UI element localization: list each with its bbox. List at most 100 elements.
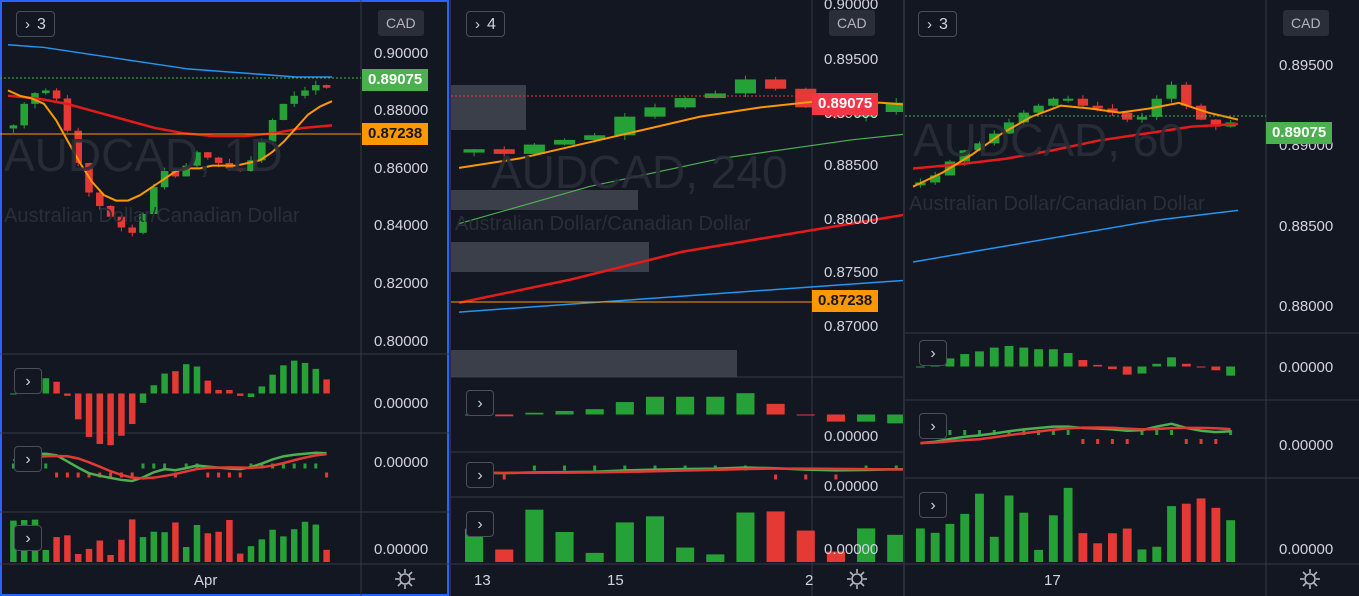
osc-bar	[314, 463, 318, 469]
candle-body	[204, 152, 212, 158]
last-price-tag: 0.89075	[812, 93, 879, 115]
ma-blue-line	[7, 43, 332, 78]
expand-indicator-button[interactable]: ›	[919, 340, 947, 366]
expand-indicator-button[interactable]: ›	[919, 413, 947, 439]
candle-body	[1195, 105, 1207, 120]
indicator-lines	[912, 101, 1239, 263]
chart-pane-2[interactable]: AUDCAD, 240 Australian Dollar/Canadian D…	[451, 0, 903, 596]
currency-label[interactable]: CAD	[378, 10, 424, 36]
candle-body	[63, 98, 72, 131]
y-tick: 0.88000	[824, 211, 879, 228]
candle-body	[463, 149, 485, 153]
volume-bar	[1167, 506, 1176, 562]
candle-body	[674, 98, 696, 108]
osc-bar	[894, 465, 898, 471]
osc-bar	[623, 465, 627, 471]
momentum-bar	[85, 393, 93, 437]
momentum-bar	[128, 393, 136, 425]
candle-body	[9, 125, 18, 129]
momentum-bar	[945, 358, 955, 367]
expand-indicator-button[interactable]: ›	[466, 511, 494, 537]
watermark-sub: Australian Dollar/Canadian Dollar	[455, 213, 751, 235]
sub-value: 0.00000	[824, 541, 879, 558]
gear-icon[interactable]	[1298, 567, 1322, 591]
volume-bar	[258, 539, 266, 562]
volume-bar	[555, 532, 574, 562]
volume-bar	[465, 528, 484, 562]
momentum-bar	[585, 409, 604, 415]
pane-divider[interactable]	[903, 0, 905, 596]
momentum-bar	[676, 396, 695, 415]
osc-bar	[65, 472, 69, 478]
expand-indicator-button[interactable]: ›	[919, 492, 947, 518]
candle-body	[128, 227, 136, 233]
volume-bar	[930, 532, 940, 562]
volume-bar	[312, 524, 320, 562]
expand-indicator-button[interactable]: ›	[466, 390, 494, 416]
chevron-right-icon: ›	[930, 497, 936, 514]
candle-body	[1092, 105, 1103, 109]
volume-bar	[915, 528, 925, 562]
gear-icon[interactable]	[393, 567, 417, 591]
osc-bar	[1184, 439, 1188, 444]
volume-bar	[182, 546, 190, 562]
gear-icon[interactable]	[845, 567, 869, 591]
momentum-bar	[42, 378, 50, 394]
momentum-bar	[204, 380, 212, 394]
volume-bar	[1108, 533, 1117, 562]
momentum-bar	[139, 393, 147, 403]
expand-indicator-button[interactable]: ›	[14, 368, 42, 394]
watermark: AUDCAD, 240	[491, 146, 788, 198]
sub-value: 0.00000	[824, 478, 879, 495]
momentum-bar	[1078, 360, 1088, 367]
osc-bar	[1140, 430, 1144, 435]
chart-pane-3[interactable]: AUDCAD, 60 Australian Dollar/Canadian Do…	[905, 0, 1359, 596]
momentum-bar	[301, 362, 309, 394]
ma-blue-line	[912, 209, 1239, 263]
collapse-button[interactable]: › 3	[918, 11, 957, 37]
volume-bar	[1181, 503, 1191, 562]
chevron-right-icon: ›	[25, 451, 31, 468]
y-tick: 0.87000	[824, 318, 879, 335]
momentum-bar	[193, 366, 201, 394]
expand-indicator-button[interactable]: ›	[14, 525, 42, 551]
momentum-bar	[290, 360, 298, 394]
y-tick: 0.89500	[824, 51, 879, 68]
pane-divider[interactable]	[449, 0, 451, 596]
collapse-button[interactable]: › 4	[466, 11, 505, 37]
oscillator-line	[12, 451, 327, 483]
volume-bar	[945, 523, 955, 562]
currency-label[interactable]: CAD	[1283, 10, 1329, 36]
candle-body	[1062, 98, 1074, 101]
volume-bar	[989, 536, 999, 562]
momentum-bar	[247, 393, 255, 398]
x-axis-label: 2	[805, 572, 814, 589]
chevron-right-icon: ›	[927, 16, 932, 33]
ema-fast-line	[7, 89, 333, 202]
candle-body	[493, 149, 515, 154]
chart-pane-1[interactable]: AUDCAD, 1D Australian Dollar/Canadian Do…	[0, 0, 449, 596]
volume-bar	[585, 552, 604, 562]
candle-body	[553, 139, 576, 145]
sub-indicators	[915, 345, 1236, 562]
volume-bar	[495, 549, 514, 562]
osc-bar	[1199, 439, 1203, 444]
collapse-button[interactable]: › 3	[16, 11, 55, 37]
candle-body	[929, 175, 941, 183]
chevron-right-icon: ›	[475, 16, 480, 33]
momentum-bar	[1108, 366, 1117, 370]
osc-bar	[1096, 439, 1100, 444]
osc-bar	[325, 472, 329, 478]
osc-bar	[1066, 430, 1070, 435]
currency-label[interactable]: CAD	[829, 10, 875, 36]
momentum-bar	[118, 393, 125, 436]
expand-indicator-button[interactable]: ›	[466, 462, 494, 488]
osc-bar	[141, 463, 145, 469]
momentum-bar	[1063, 353, 1073, 367]
volume-bar	[766, 511, 785, 562]
expand-indicator-button[interactable]: ›	[14, 446, 42, 472]
candle-body	[644, 107, 666, 117]
y-tick: 0.88500	[1279, 218, 1334, 235]
momentum-bar	[1019, 347, 1029, 367]
candle-body	[139, 214, 147, 233]
